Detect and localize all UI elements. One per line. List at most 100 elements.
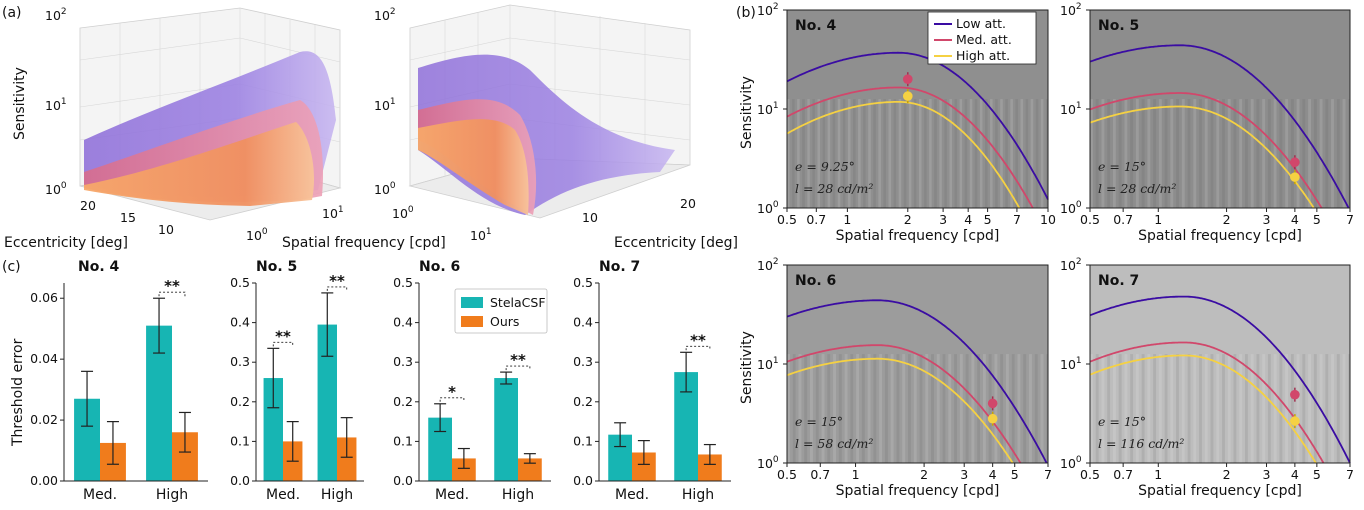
gabor-stripe bbox=[1017, 354, 1021, 463]
y-tick-label: 102 bbox=[757, 2, 779, 18]
ecc-tick-10: 10 bbox=[158, 222, 174, 237]
ecc-tick-20: 20 bbox=[80, 198, 96, 213]
x-axis-label: Spatial frequency [cpd] bbox=[1138, 228, 1302, 244]
sf-tick-right-0: 100 bbox=[392, 205, 414, 221]
ecc-tick-r-20: 20 bbox=[680, 196, 696, 211]
gabor-stripe bbox=[1313, 99, 1317, 208]
gabor-stripe bbox=[913, 354, 917, 463]
csf-legend: Low att.Med. att.High att. bbox=[927, 11, 1037, 65]
gabor-stripe bbox=[1256, 354, 1260, 463]
x-tick-label: 7 bbox=[1346, 212, 1354, 227]
gabor-stripe bbox=[1342, 354, 1346, 463]
category-label: Med. bbox=[83, 487, 117, 503]
gabor-stripe bbox=[1107, 354, 1111, 463]
category-label: High bbox=[682, 487, 714, 503]
y-tick-label: 101 bbox=[757, 101, 779, 117]
measurement-point-med bbox=[902, 74, 913, 84]
bar-subplot-title: No. 7 bbox=[599, 259, 640, 275]
gabor-stripe bbox=[833, 354, 836, 463]
measurement-point-high bbox=[1290, 172, 1300, 182]
panel-a-label: (a) bbox=[2, 5, 22, 21]
gabor-stripe bbox=[1348, 99, 1350, 208]
bar-ours-med bbox=[632, 452, 656, 481]
y-axis-label: Sensitivity bbox=[739, 76, 755, 149]
z-tick-r-2: 102 bbox=[374, 7, 396, 23]
gabor-stripe bbox=[1023, 354, 1027, 463]
gabor-stripe bbox=[802, 99, 805, 208]
gabor-stripe bbox=[868, 99, 871, 208]
x-tick-label: 2 bbox=[920, 467, 928, 482]
x-tick-label: 1 bbox=[843, 212, 851, 227]
bar-ours-high bbox=[518, 458, 542, 481]
gabor-stripe bbox=[959, 354, 963, 463]
y-tick-label: 0.2 bbox=[230, 394, 250, 409]
x-tick-label: 4 bbox=[989, 467, 997, 482]
gabor-stripe bbox=[1164, 99, 1168, 208]
gabor-stripe bbox=[838, 354, 842, 463]
gabor-stripe bbox=[1302, 354, 1306, 463]
y-tick-label: 102 bbox=[1060, 257, 1082, 273]
gabor-stripe bbox=[787, 99, 790, 208]
gabor-stripe bbox=[1181, 354, 1185, 463]
x-tick-label: 5 bbox=[1313, 212, 1321, 227]
gabor-stripe bbox=[867, 354, 871, 463]
bar-subplot-title: No. 4 bbox=[78, 259, 120, 275]
significance-stars: ** bbox=[329, 272, 345, 290]
gabor-stripe bbox=[977, 354, 981, 463]
csf-subplot-6: No. 6 e = 15° l = 58 cd/m² 100 101 102 0.5 0.7 1… bbox=[739, 257, 1052, 499]
gabor-stripe bbox=[797, 99, 800, 208]
gabor-stripe bbox=[1290, 99, 1294, 208]
gabor-stripe bbox=[924, 99, 927, 208]
gabor-stripe bbox=[1279, 354, 1283, 463]
panel-c-label: (c) bbox=[2, 259, 21, 275]
gabor-stripe bbox=[861, 354, 865, 463]
x-tick-label: 2 bbox=[1223, 467, 1231, 482]
panel-a-ylabel: Sensitivity bbox=[12, 67, 28, 140]
y-tick-label: 100 bbox=[1060, 200, 1082, 216]
gabor-stripe bbox=[1141, 354, 1145, 463]
gabor-stripe bbox=[821, 354, 825, 463]
y-tick-label: 102 bbox=[757, 257, 779, 273]
bar-subplot-title: No. 5 bbox=[256, 259, 297, 275]
gabor-stripe bbox=[884, 354, 888, 463]
gabor-stripe bbox=[982, 354, 986, 463]
gabor-stripe bbox=[837, 99, 841, 208]
gabor-stripe bbox=[1147, 354, 1151, 463]
gabor-stripe bbox=[954, 354, 958, 463]
gabor-stripe bbox=[931, 354, 934, 463]
y-tick-label: 100 bbox=[1060, 455, 1082, 471]
z-tick-1: 101 bbox=[45, 97, 67, 113]
gabor-stripe bbox=[1187, 99, 1191, 208]
gabor-stripe bbox=[844, 354, 848, 463]
gabor-stripe bbox=[792, 354, 796, 463]
gabor-stripe bbox=[1199, 99, 1202, 208]
bar-stela-med bbox=[428, 417, 452, 481]
panel-a-ecc-label: Eccentricity [deg] bbox=[4, 235, 128, 251]
bar-subplot-5: ** Med. ** High 0.0 0.1 0.2 0.3 0.4 0.5 No. 5 bbox=[230, 259, 364, 503]
bar-ours-med bbox=[452, 458, 476, 481]
eccentricity-annotation: e = 15° bbox=[795, 414, 843, 429]
x-axis-label: Spatial frequency [cpd] bbox=[1138, 483, 1302, 499]
y-tick-label: 102 bbox=[1060, 2, 1082, 18]
x-tick-label: 5 bbox=[1011, 467, 1019, 482]
y-tick-label: 101 bbox=[1060, 101, 1082, 117]
y-tick-label: 0.3 bbox=[230, 354, 250, 369]
category-label: High bbox=[502, 487, 534, 503]
significance-bracket bbox=[685, 345, 711, 351]
gabor-stripe bbox=[995, 99, 998, 208]
gabor-stripe bbox=[1176, 99, 1179, 208]
gabor-stripe bbox=[1227, 354, 1231, 463]
gabor-stripe bbox=[1005, 99, 1008, 208]
bar-subplot-7: Med. ** High 0.0 0.1 0.2 0.3 0.4 0.5 No. 7 bbox=[573, 259, 731, 503]
gabor-stripe bbox=[1262, 99, 1266, 208]
legend-swatch bbox=[461, 297, 483, 308]
gabor-stripe bbox=[1135, 99, 1139, 208]
gabor-stripe bbox=[1244, 99, 1248, 208]
gabor-stripe bbox=[1250, 354, 1254, 463]
gabor-stripe bbox=[1046, 354, 1048, 463]
gabor-stripe bbox=[1112, 354, 1116, 463]
csf-subplot-5: No. 5 e = 15° l = 28 cd/m² 100 101 102 0.5 0.7 1… bbox=[1060, 2, 1354, 244]
gabor-stripe bbox=[1130, 354, 1134, 463]
x-tick-label: 2 bbox=[904, 212, 912, 227]
